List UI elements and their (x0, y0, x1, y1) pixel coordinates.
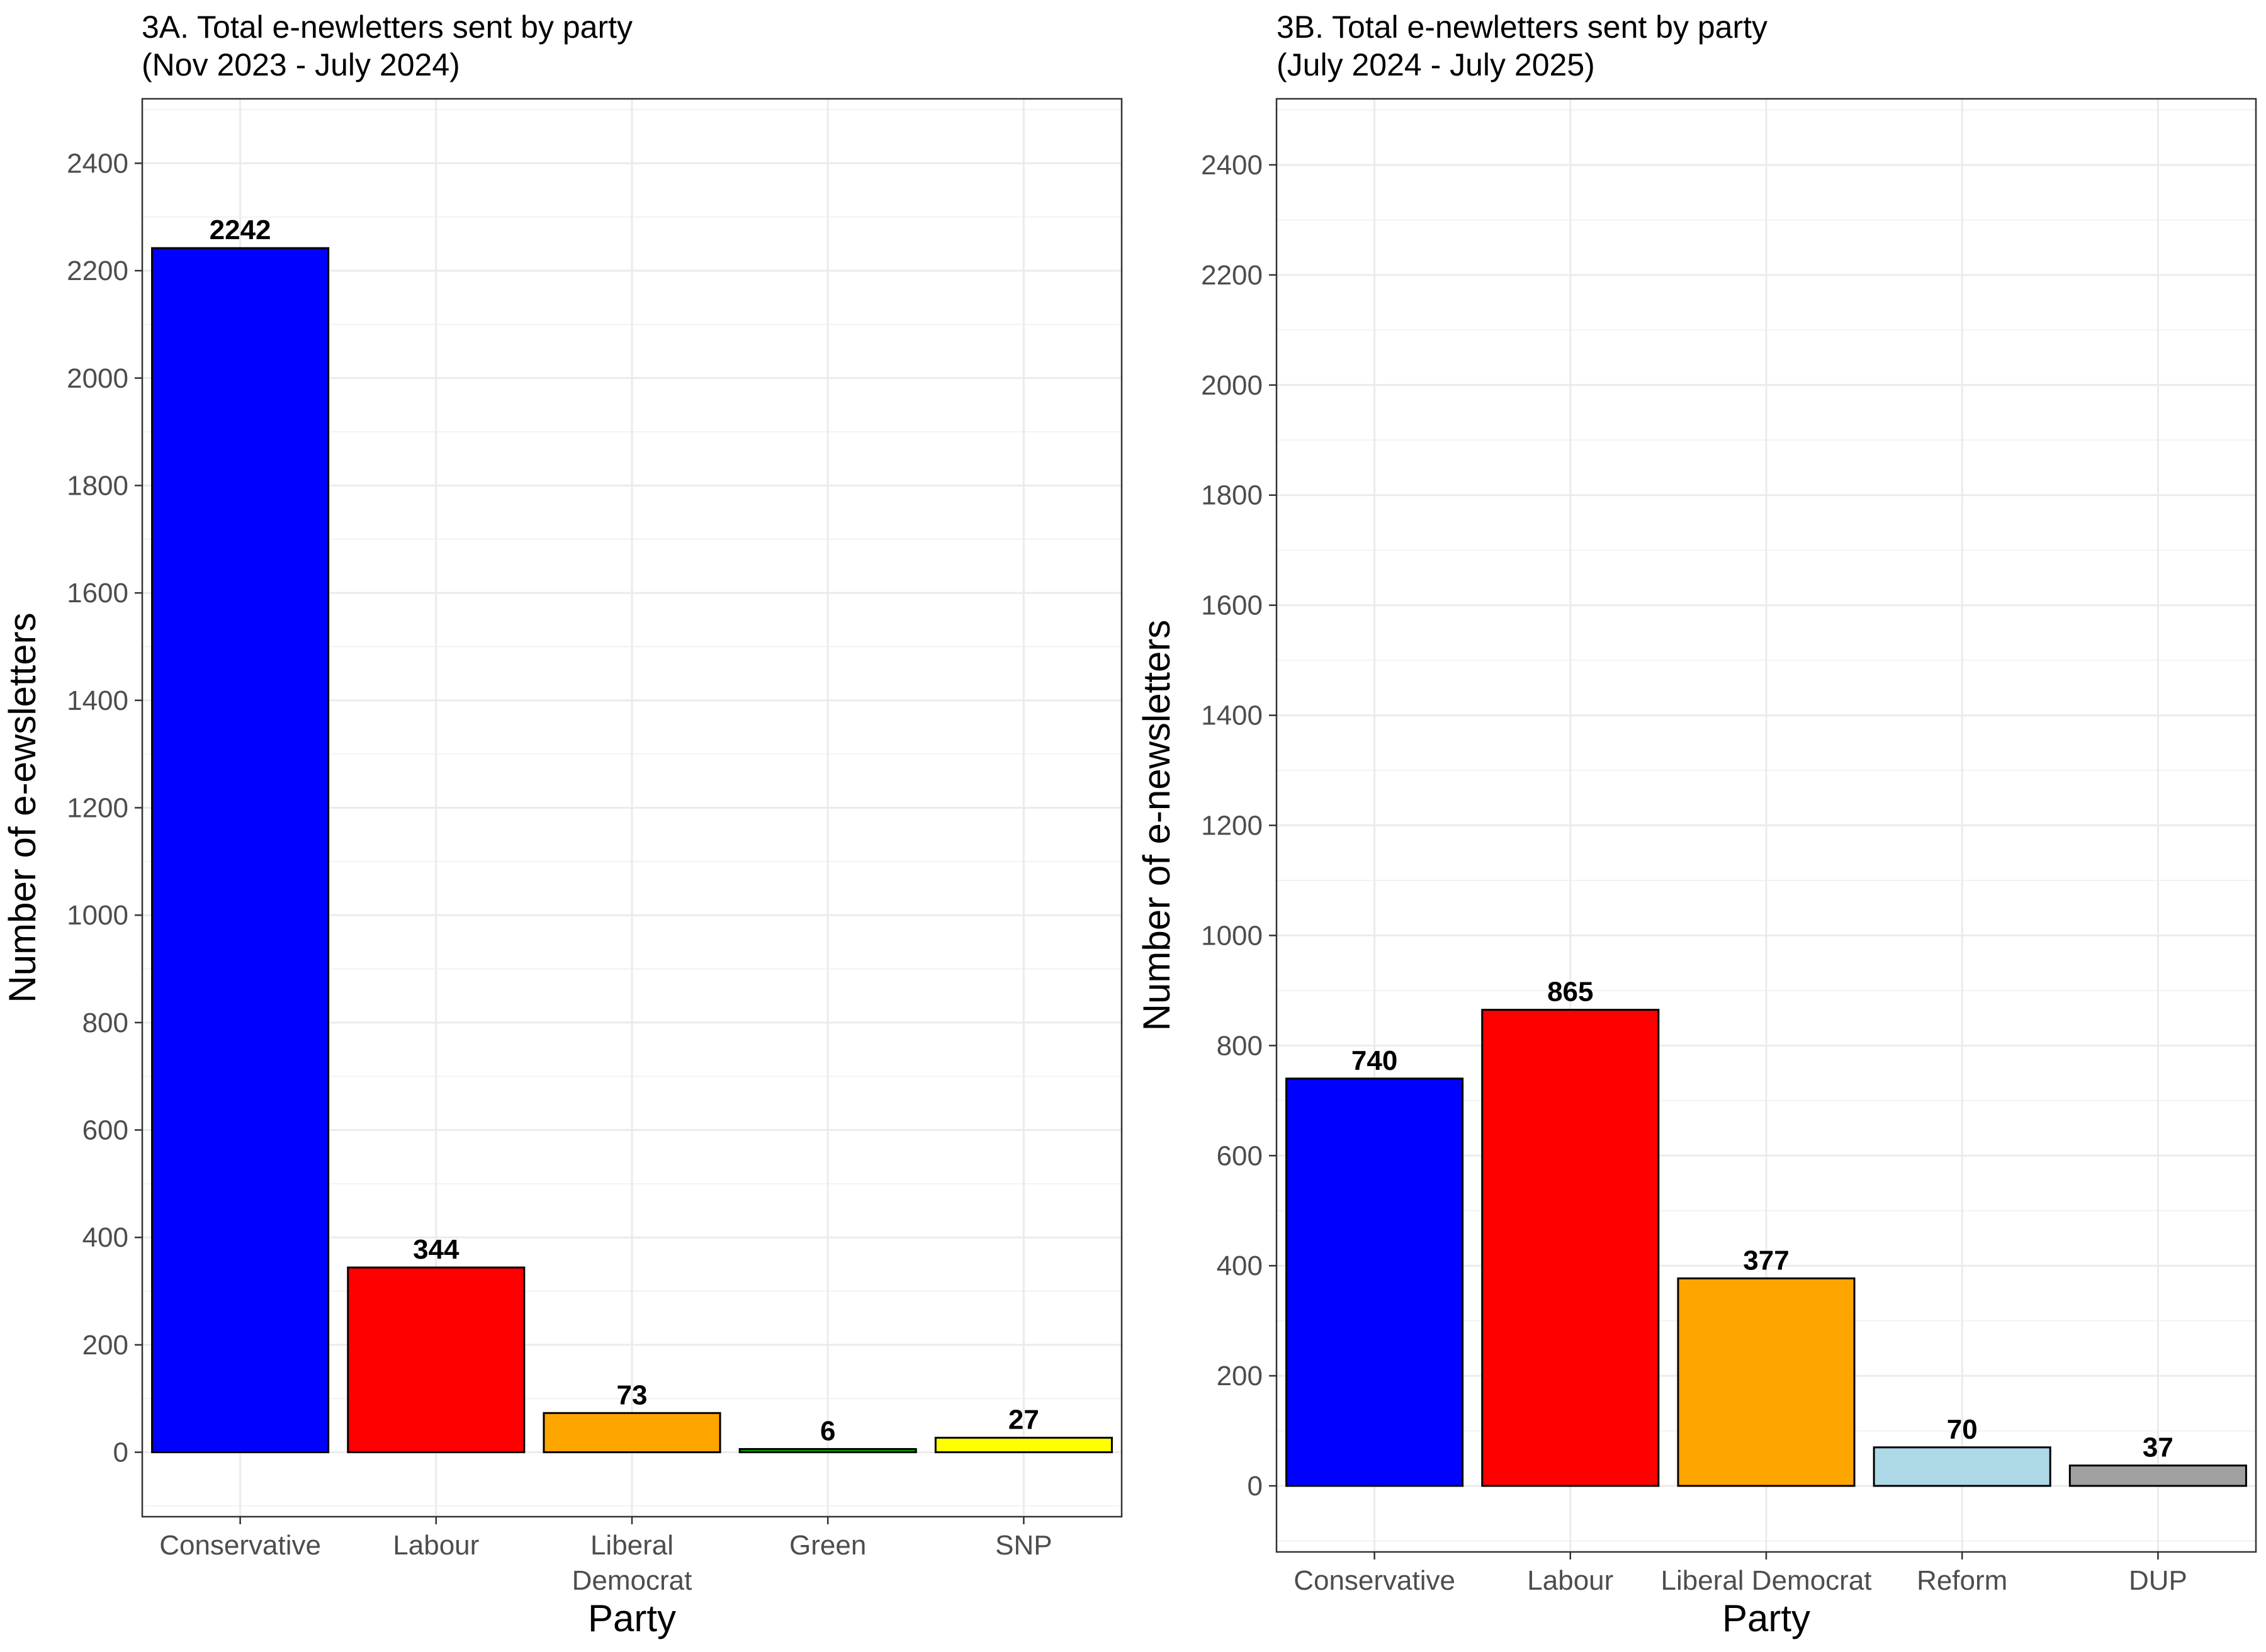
y-axis: 0 200 400 600 800 1000 1200 1400 1600 1800 2000 220… (67, 148, 142, 1468)
x-tick-label: Conservative (1294, 1565, 1455, 1596)
bar (1481, 1008, 1660, 1487)
y-tick-label: 1400 (1201, 700, 1263, 731)
y-axis-title: Number of e-ewsletters (1, 612, 43, 1003)
chart-title: 3B. Total e-newletters sent by party (1277, 9, 1767, 45)
x-tick-label: DUP (2129, 1565, 2187, 1596)
bar (1677, 1277, 1856, 1487)
chart-panel-3a: 3A. Total e-newletters sent by party (No… (1, 9, 1123, 1639)
bar-value-label: 27 (1008, 1405, 1039, 1436)
bar-value-label: 6 (820, 1415, 835, 1446)
y-tick-label: 2400 (1201, 150, 1263, 181)
x-tick-label: Labour (393, 1530, 479, 1561)
y-tick-label: 400 (82, 1222, 128, 1253)
bar-value-label: 865 (1547, 976, 1593, 1007)
bar (738, 1447, 917, 1454)
bar (151, 247, 330, 1454)
y-tick-label: 200 (82, 1330, 128, 1361)
bar (543, 1412, 721, 1454)
bars: 2242 344 73 6 27 (151, 215, 1113, 1454)
x-tick-label: Conservative (159, 1530, 321, 1561)
y-tick-label: 1000 (67, 900, 128, 931)
y-tick-label: 600 (1217, 1140, 1263, 1171)
bar-value-label: 70 (1947, 1414, 1978, 1445)
bar (1285, 1077, 1464, 1487)
y-tick-label: 0 (1248, 1471, 1263, 1502)
bar (2068, 1464, 2247, 1487)
y-tick-label: 0 (113, 1437, 128, 1468)
y-tick-label: 800 (1217, 1030, 1263, 1061)
y-tick-label: 400 (1217, 1250, 1263, 1281)
bar-value-label: 344 (413, 1234, 459, 1265)
x-axis: Conservative Labour Liberal Democrat Green SN… (159, 1517, 1052, 1596)
bar (934, 1437, 1113, 1454)
y-tick-label: 1400 (67, 685, 128, 716)
bars: 740 865 377 70 37 (1285, 976, 2247, 1487)
x-tick-label: Green (789, 1530, 866, 1561)
x-tick-label: SNP (995, 1530, 1052, 1561)
x-axis: Conservative Labour Liberal Democrat Reform… (1294, 1552, 2187, 1596)
y-tick-label: 1600 (67, 578, 128, 609)
bar-value-label: 377 (1743, 1245, 1789, 1276)
y-tick-label: 2000 (67, 363, 128, 394)
y-tick-label: 2200 (67, 256, 128, 286)
bar-value-label: 2242 (210, 215, 271, 245)
bar (347, 1266, 526, 1454)
y-tick-label: 1600 (1201, 590, 1263, 621)
x-tick-label: Reform (1917, 1565, 2007, 1596)
bar-value-label: 73 (617, 1379, 648, 1410)
chart-subtitle: (July 2024 - July 2025) (1277, 47, 1595, 82)
y-tick-label: 2000 (1201, 370, 1263, 401)
y-tick-label: 600 (82, 1115, 128, 1146)
y-tick-label: 1200 (1201, 811, 1263, 841)
x-axis-title: Party (1722, 1597, 1810, 1639)
chart-title: 3A. Total e-newletters sent by party (142, 9, 633, 45)
y-tick-label: 1200 (67, 793, 128, 824)
x-tick-label: Labour (1527, 1565, 1613, 1596)
y-tick-label: 2400 (67, 148, 128, 179)
y-tick-label: 1000 (1201, 920, 1263, 951)
x-tick-label: Liberal Democrat (1660, 1565, 1871, 1596)
y-tick-label: 1800 (1201, 480, 1263, 511)
y-tick-label: 800 (82, 1008, 128, 1038)
chart-subtitle: (Nov 2023 - July 2024) (142, 47, 460, 82)
y-tick-label: 1800 (67, 470, 128, 501)
y-tick-label: 2200 (1201, 260, 1263, 291)
y-axis: 0 200 400 600 800 1000 1200 1400 1600 1800 2000 220… (1201, 150, 1277, 1502)
bar-value-label: 37 (2143, 1432, 2173, 1463)
x-axis-title: Party (588, 1597, 676, 1639)
chart-panel-3b: 3B. Total e-newletters sent by party (Ju… (1136, 9, 2257, 1639)
y-axis-title: Number of e-newsletters (1136, 620, 1178, 1031)
bar-value-label: 740 (1351, 1045, 1397, 1076)
x-tick-label: Liberal Democrat (572, 1530, 692, 1596)
y-tick-label: 200 (1217, 1361, 1263, 1391)
bar (1873, 1446, 2051, 1487)
